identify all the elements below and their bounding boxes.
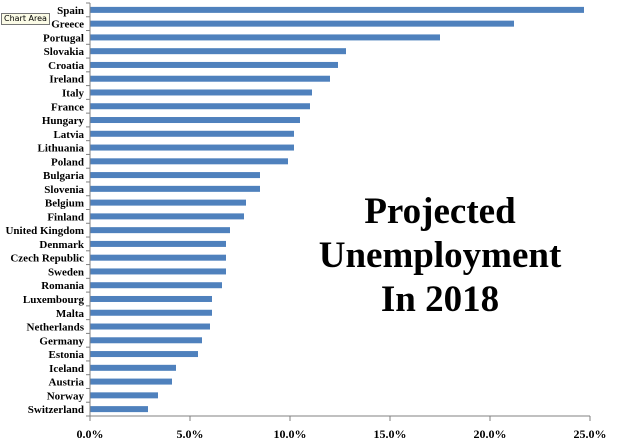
category-label: Austria [49, 377, 85, 389]
category-label: Croatia [48, 60, 84, 72]
bar-germany [90, 337, 202, 344]
bar-finland [90, 213, 244, 220]
bar-slovakia [90, 48, 346, 55]
category-label: Greece [51, 19, 84, 31]
category-label: Italy [62, 87, 85, 99]
bar-latvia [90, 130, 294, 137]
category-label: Romania [41, 280, 84, 292]
bar-iceland [90, 364, 176, 371]
bar-sweden [90, 268, 226, 275]
category-label: Bulgaria [43, 170, 84, 182]
category-label: Switzerland [28, 404, 84, 416]
bar-belgium [90, 199, 246, 206]
bar-denmark [90, 240, 226, 247]
bar-malta [90, 309, 212, 316]
category-label: Czech Republic [10, 253, 84, 265]
category-label: Estonia [49, 349, 85, 361]
bar-united-kingdom [90, 227, 230, 234]
bar-france [90, 103, 310, 110]
x-tick-label: 15.0% [374, 427, 407, 441]
category-label: Ireland [49, 74, 84, 86]
bar-estonia [90, 351, 198, 358]
x-tick-label: 0.0% [77, 427, 104, 441]
bar-croatia [90, 61, 338, 68]
x-tick-label: 5.0% [177, 427, 204, 441]
bar-bulgaria [90, 172, 260, 179]
category-label: United Kingdom [5, 225, 84, 237]
category-label: Poland [51, 156, 84, 168]
bar-czech-republic [90, 254, 226, 261]
bar-romania [90, 282, 222, 289]
chart-title-line: Unemployment [319, 235, 562, 276]
bar-lithuania [90, 144, 294, 151]
category-label: Malta [56, 308, 85, 320]
bar-poland [90, 158, 288, 165]
category-label: Spain [57, 5, 84, 17]
bar-austria [90, 378, 172, 385]
category-label: Norway [47, 390, 85, 402]
x-tick-label: 20.0% [474, 427, 507, 441]
bar-norway [90, 392, 158, 399]
bar-switzerland [90, 406, 148, 413]
category-label: Iceland [49, 363, 84, 375]
category-label: Portugal [43, 32, 84, 44]
category-label: Hungary [42, 115, 85, 127]
bar-italy [90, 89, 312, 96]
category-label: Germany [39, 335, 84, 347]
bar-luxembourg [90, 295, 212, 302]
bar-spain [90, 6, 584, 13]
category-label: Lithuania [38, 143, 85, 155]
category-label: Netherlands [27, 322, 85, 334]
category-label: Sweden [48, 266, 84, 278]
bar-hungary [90, 117, 300, 124]
bar-ireland [90, 75, 330, 82]
bar-greece [90, 20, 514, 27]
category-label: Latvia [53, 129, 84, 141]
bar-netherlands [90, 323, 210, 330]
bar-slovenia [90, 185, 260, 192]
chart-title-line: Projected [364, 191, 516, 232]
category-label: Slovakia [44, 46, 85, 58]
category-label: France [51, 101, 84, 113]
category-label: Belgium [45, 198, 84, 210]
bars-group [90, 6, 584, 413]
category-label: Luxembourg [23, 294, 85, 306]
x-tick-label: 10.0% [274, 427, 307, 441]
category-label: Denmark [39, 239, 84, 251]
x-tick-label: 25.0% [574, 427, 607, 441]
bar-portugal [90, 34, 440, 41]
axes-group: 0.0% 5.0% 10.0% 15.0% 20.0% 25.0% [77, 2, 607, 441]
chart-area-tooltip: Chart Area [1, 13, 50, 25]
chart-title-line: In 2018 [381, 279, 499, 320]
category-label: Finland [47, 211, 84, 223]
category-label: Slovenia [44, 184, 84, 196]
